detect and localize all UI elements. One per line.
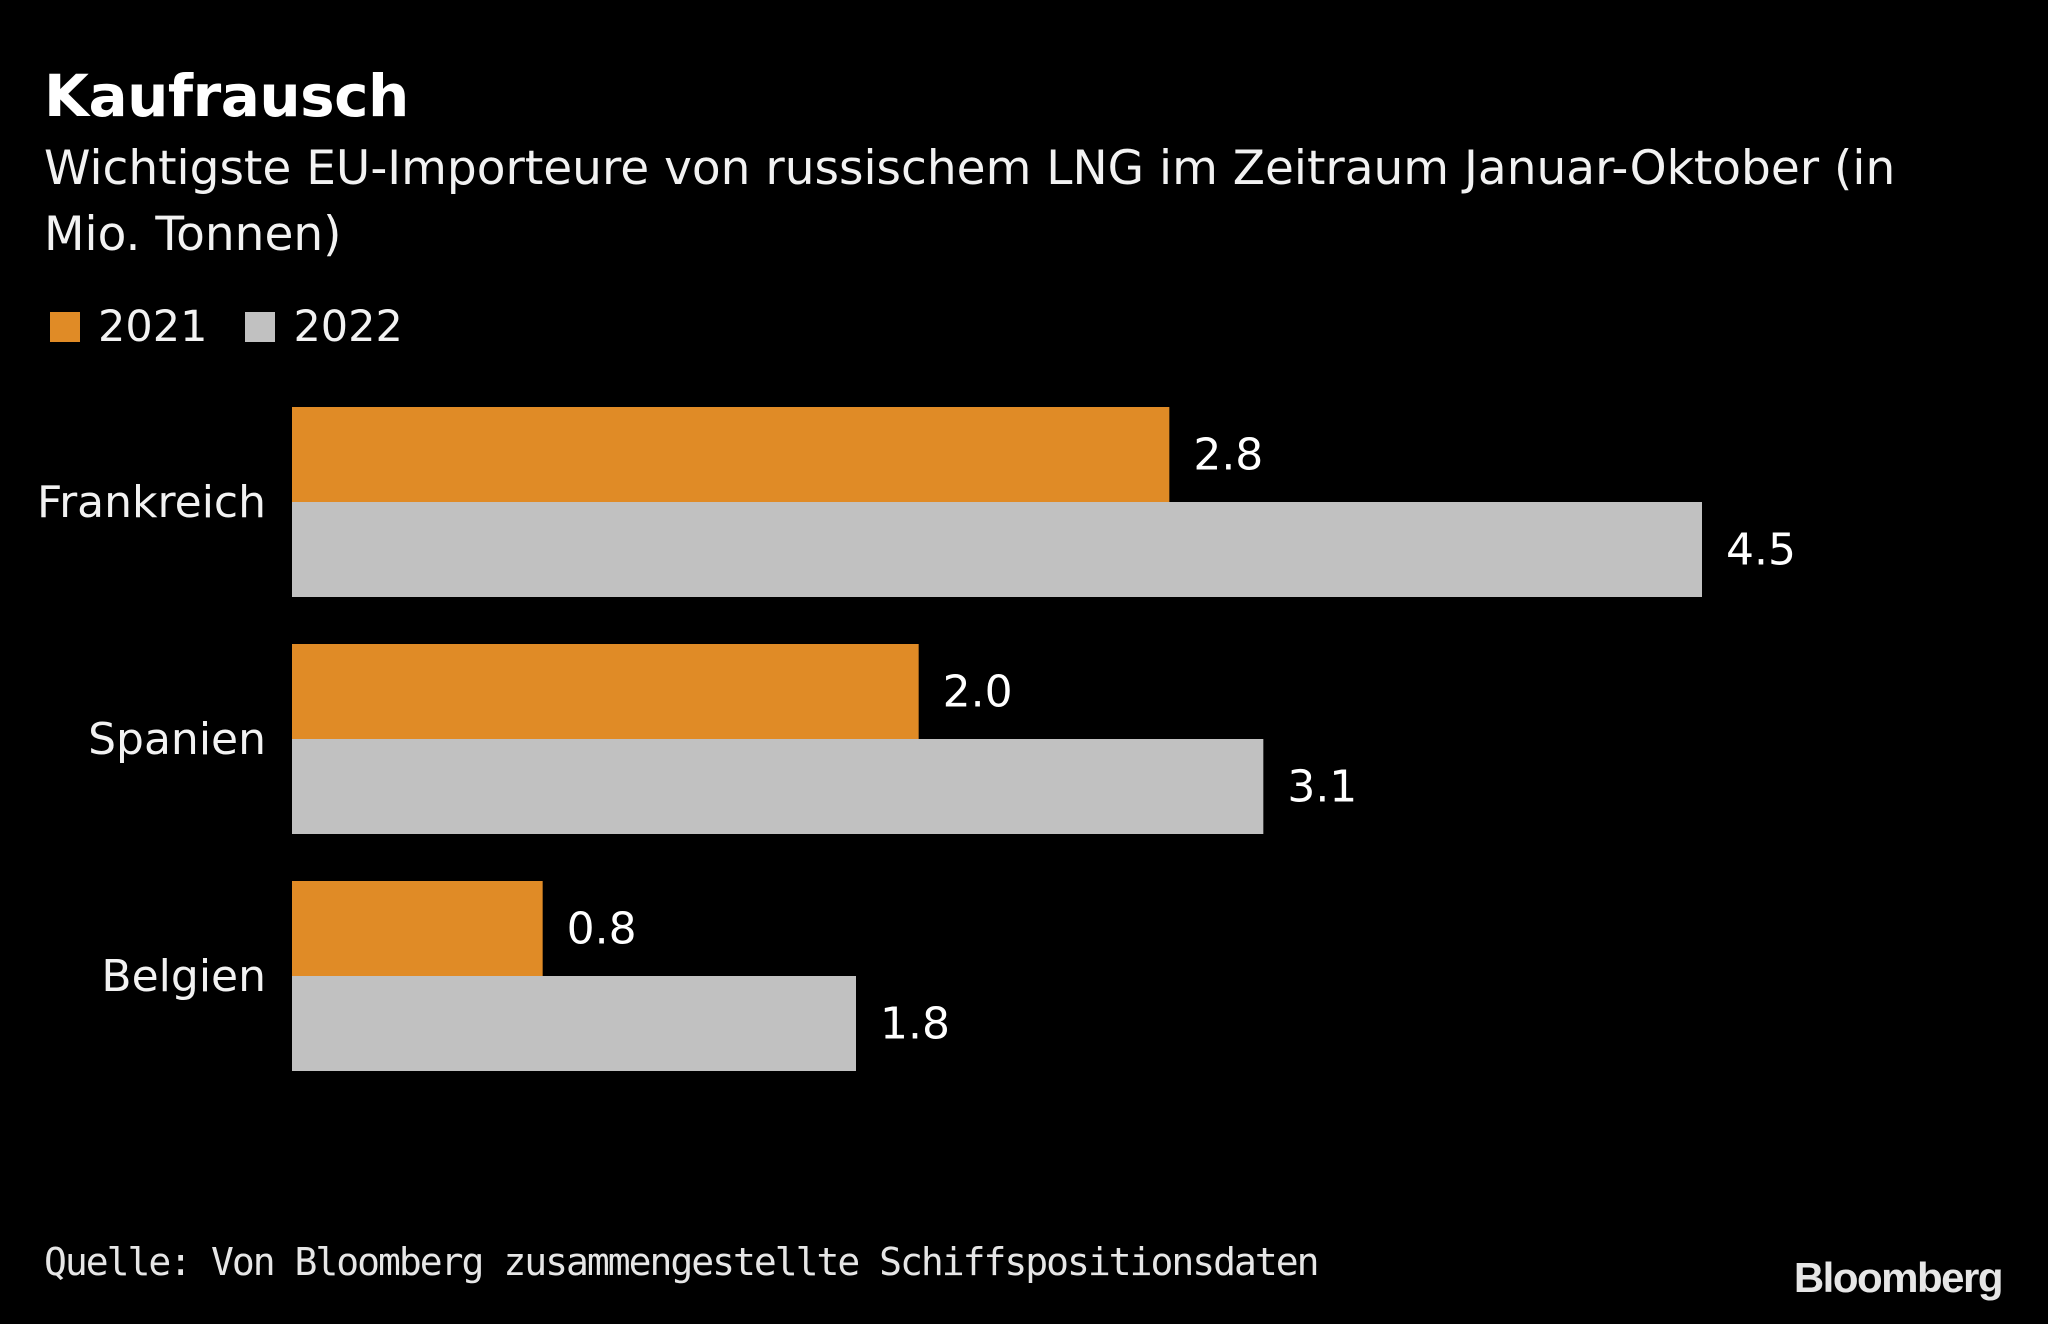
legend-label-2021: 2021 (98, 302, 208, 352)
bar-spanien-2021 (292, 644, 919, 739)
bloomberg-logo: Bloomberg (1793, 1254, 2004, 1301)
value-label-belgien-2021: 0.8 (567, 904, 637, 955)
bar-frankreich-2021 (292, 407, 1170, 502)
category-label-frankreich: Frankreich (37, 477, 266, 528)
category-label-belgien: Belgien (101, 951, 266, 1002)
bar-belgien-2021 (292, 881, 543, 976)
legend-swatch-2022 (245, 312, 276, 342)
bar-belgien-2022 (292, 976, 856, 1071)
source-note: Quelle: Von Bloomberg zusammengestellte … (44, 1240, 1320, 1284)
value-label-spanien-2022: 3.1 (1287, 762, 1357, 813)
legend-item-2022: 2022 (245, 302, 403, 352)
bar-frankreich-2022 (292, 502, 1702, 597)
value-label-spanien-2021: 2.0 (943, 667, 1013, 718)
legend: 2021 2022 (50, 302, 441, 352)
value-label-belgien-2022: 1.8 (880, 999, 950, 1050)
value-label-frankreich-2021: 2.8 (1193, 430, 1263, 481)
legend-swatch-2021 (50, 312, 80, 342)
bar-spanien-2022 (292, 739, 1264, 834)
legend-label-2022: 2022 (293, 302, 403, 352)
chart-title: Kaufrausch (44, 62, 409, 130)
chart-subtitle: Wichtigste EU-Importeure von russischem … (44, 141, 1896, 262)
legend-item-2021: 2021 (50, 302, 207, 352)
value-label-frankreich-2022: 4.5 (1726, 525, 1796, 576)
category-label-spanien: Spanien (88, 714, 266, 765)
